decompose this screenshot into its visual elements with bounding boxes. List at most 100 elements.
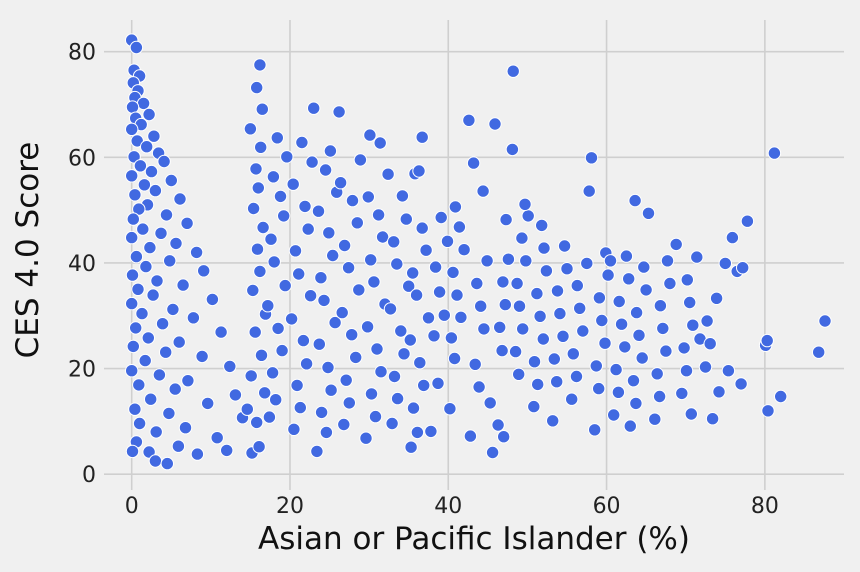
data-point (387, 369, 402, 384)
data-point (428, 260, 443, 274)
data-point (125, 100, 140, 114)
data-point (653, 299, 668, 313)
data-point (570, 278, 584, 293)
data-point (457, 243, 471, 257)
data-point (412, 164, 426, 178)
data-point (311, 204, 326, 218)
x-axis-label: Asian or Pacific Islander (%) (258, 521, 690, 557)
data-point (138, 353, 152, 368)
data-point (619, 249, 634, 263)
data-point (598, 336, 612, 350)
data-point (168, 382, 182, 396)
data-point (677, 341, 691, 355)
data-point (267, 255, 281, 269)
data-point (535, 218, 549, 233)
data-point (337, 417, 351, 432)
x-tick-label: 40 (434, 494, 462, 519)
data-point (319, 425, 334, 440)
data-point (129, 249, 144, 264)
data-point (190, 447, 205, 461)
data-point (243, 122, 258, 136)
data-point (256, 220, 270, 235)
data-point (628, 193, 642, 208)
data-point (652, 389, 667, 404)
data-point (157, 154, 171, 169)
data-point (818, 314, 832, 328)
data-point (709, 291, 724, 305)
data-point (530, 286, 544, 301)
data-point (359, 431, 373, 445)
data-point (474, 299, 488, 313)
data-point (421, 311, 436, 325)
data-point (588, 423, 602, 437)
data-point (397, 347, 411, 361)
data-point (228, 388, 243, 402)
data-point (353, 153, 368, 167)
data-point (147, 129, 161, 143)
data-point (220, 443, 234, 458)
data-point (648, 412, 662, 426)
data-point (432, 285, 447, 299)
data-point (321, 360, 335, 375)
data-point (462, 113, 476, 128)
data-point (223, 359, 237, 374)
data-point (669, 237, 683, 252)
data-point (700, 314, 714, 328)
data-point (136, 222, 150, 236)
data-point (443, 402, 457, 416)
y-tick-label: 20 (68, 358, 96, 383)
y-axis-label: CES 4.0 Score (10, 142, 46, 359)
data-point (180, 216, 194, 231)
data-point (761, 404, 775, 418)
data-point (515, 231, 529, 245)
data-point (409, 288, 424, 302)
x-tick-label: 60 (593, 494, 621, 519)
data-point (760, 333, 774, 348)
y-tick-label: 60 (68, 146, 96, 171)
data-point (181, 374, 195, 388)
data-point (415, 221, 429, 235)
data-point (337, 238, 352, 253)
data-point (314, 405, 329, 420)
data-point (614, 317, 629, 331)
data-point (607, 408, 621, 422)
data-point (434, 210, 448, 225)
data-point (527, 355, 542, 369)
data-point (521, 209, 535, 223)
data-point (650, 367, 664, 381)
data-point (497, 430, 511, 444)
data-point (349, 350, 363, 365)
data-point (374, 365, 388, 379)
data-point (159, 208, 174, 222)
data-point (629, 305, 644, 320)
data-point (684, 407, 698, 421)
data-point (592, 381, 606, 396)
data-point (280, 150, 294, 164)
data-point (298, 199, 312, 214)
data-point (705, 412, 720, 426)
data-point (128, 402, 142, 416)
data-point (360, 320, 375, 334)
data-point (363, 128, 377, 142)
data-point (611, 385, 626, 399)
data-point (148, 454, 163, 468)
data-point (527, 399, 541, 414)
data-point (385, 416, 399, 431)
data-point (148, 183, 163, 198)
data-point (125, 444, 140, 459)
data-point (518, 197, 532, 212)
data-point (516, 322, 530, 336)
data-point (125, 122, 139, 137)
data-point (736, 261, 750, 275)
data-point (566, 347, 580, 361)
data-point (468, 357, 482, 371)
data-point (133, 159, 148, 173)
data-point (125, 230, 139, 245)
data-point (258, 386, 272, 400)
data-point (446, 265, 460, 280)
data-point (399, 212, 413, 226)
data-point (326, 248, 340, 263)
data-point (505, 142, 520, 157)
data-point (557, 239, 572, 253)
data-point (266, 170, 281, 184)
